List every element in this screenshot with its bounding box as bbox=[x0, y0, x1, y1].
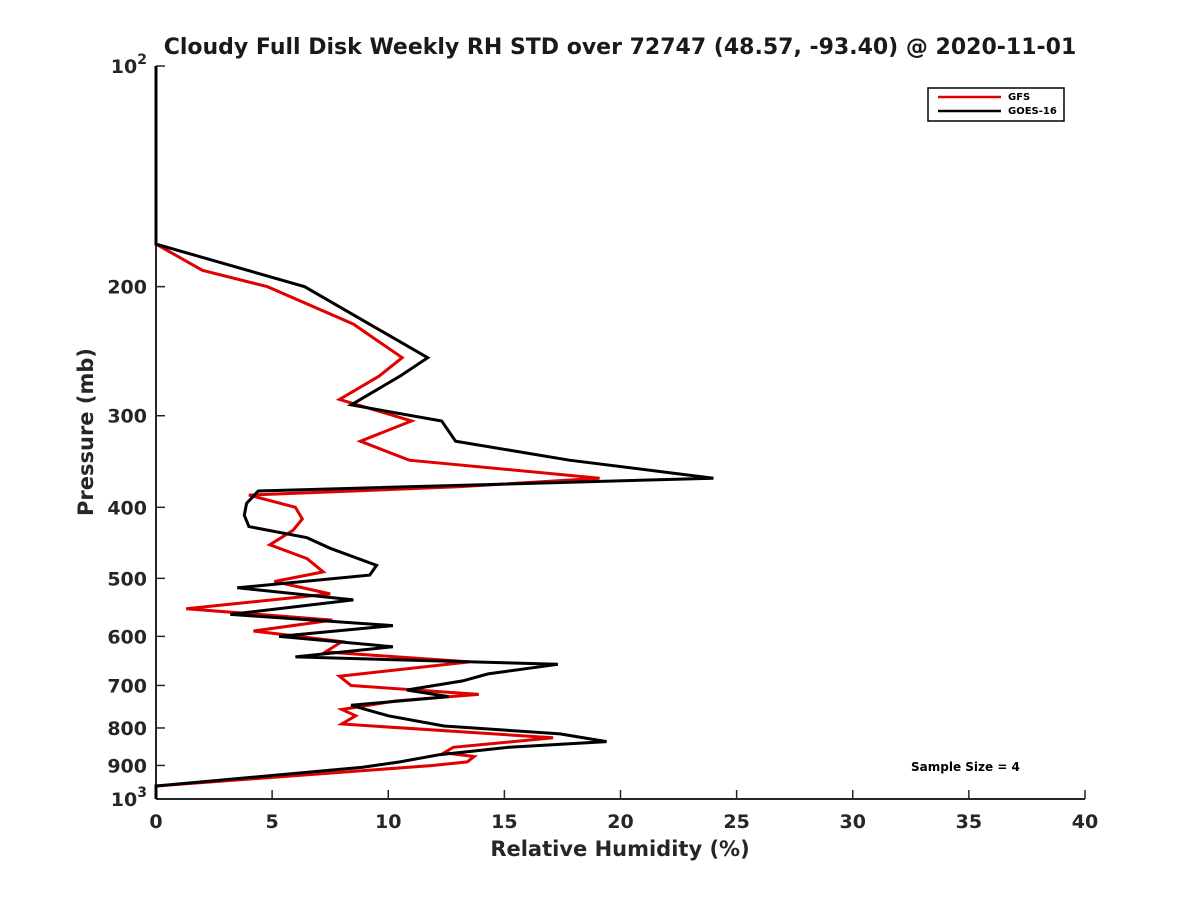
y-tick-label: 900 bbox=[107, 755, 147, 777]
y-tick-label: 400 bbox=[107, 497, 147, 519]
y-tick-label: 102 bbox=[111, 52, 147, 78]
x-tick-label: 5 bbox=[266, 811, 279, 833]
x-tick-label: 15 bbox=[491, 811, 517, 833]
x-tick-label: 40 bbox=[1072, 811, 1098, 833]
x-tick-label: 35 bbox=[956, 811, 982, 833]
x-tick-label: 20 bbox=[607, 811, 633, 833]
x-tick-label: 25 bbox=[723, 811, 749, 833]
y-axis-label: Pressure (mb) bbox=[74, 348, 98, 516]
y-tick-label: 103 bbox=[111, 785, 147, 811]
y-tick-label: 500 bbox=[107, 568, 147, 590]
series-line-gfs bbox=[154, 66, 600, 799]
y-ticks: 102 200 300 400 500 600 700 800 900 103 bbox=[107, 52, 165, 811]
sample-size-annotation: Sample Size = 4 bbox=[911, 760, 1020, 774]
legend-box bbox=[927, 87, 1065, 122]
legend-label-gfs: GFS bbox=[1008, 92, 1030, 103]
legend-label-goes16: GOES-16 bbox=[1008, 106, 1057, 117]
y-tick-label: 200 bbox=[107, 277, 147, 299]
x-tick-label: 10 bbox=[375, 811, 401, 833]
series-layer bbox=[154, 66, 714, 799]
x-ticks: 0 5 10 15 20 25 30 35 40 bbox=[149, 790, 1098, 833]
x-axis-label: Relative Humidity (%) bbox=[490, 837, 749, 861]
x-tick-label: 30 bbox=[840, 811, 866, 833]
chart-title: Cloudy Full Disk Weekly RH STD over 7274… bbox=[164, 35, 1077, 60]
x-tick-label: 0 bbox=[149, 811, 162, 833]
plot-area: 0 5 10 15 20 25 30 35 40 102 200 300 400 500 600 700 80… bbox=[107, 52, 1098, 833]
legend: GFS GOES-16 bbox=[927, 87, 1065, 122]
series-line-goes-16 bbox=[154, 66, 714, 799]
y-tick-label: 300 bbox=[107, 406, 147, 428]
y-tick-label: 700 bbox=[107, 675, 147, 697]
y-tick-label: 600 bbox=[107, 626, 147, 648]
y-tick-label: 800 bbox=[107, 718, 147, 740]
